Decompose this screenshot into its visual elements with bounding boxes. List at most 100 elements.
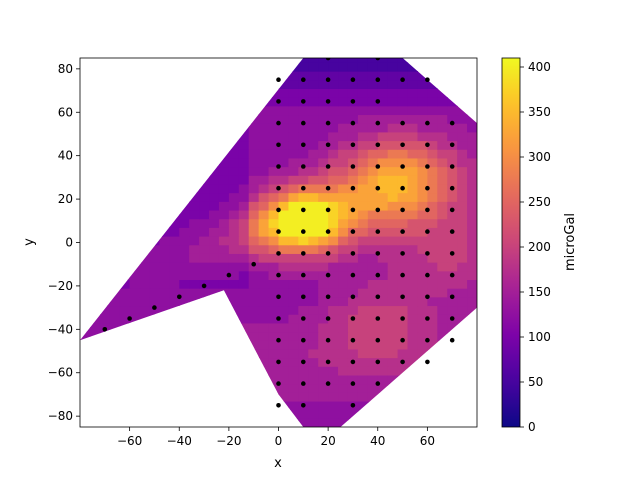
contour-cell (357, 374, 369, 385)
contour-cell (238, 114, 250, 124)
contour-cell (149, 97, 160, 107)
contour-cell (298, 149, 309, 159)
contour-cell (268, 357, 280, 367)
contour-cell (139, 418, 151, 427)
contour-cell (228, 409, 240, 419)
contour-cell (377, 140, 389, 150)
contour-cell (338, 400, 349, 411)
contour-cell (278, 305, 290, 315)
contour-cell (228, 288, 240, 298)
contour-cell (218, 114, 230, 124)
contour-cell (209, 322, 220, 333)
station-point (375, 359, 381, 365)
contour-cell (199, 192, 210, 202)
contour-cell (427, 418, 438, 427)
contour-cell (159, 131, 170, 142)
contour-cell (209, 71, 220, 81)
contour-cell (457, 201, 468, 211)
station-point (400, 207, 405, 213)
contour-cell (397, 340, 409, 350)
contour-cell (387, 409, 399, 419)
contour-cell (308, 296, 319, 307)
contour-cell (238, 97, 250, 107)
contour-cell (467, 366, 477, 376)
contour-cell (228, 340, 240, 350)
contour-cell (248, 383, 260, 393)
contour-cell (278, 279, 290, 289)
contour-cell (189, 305, 200, 315)
contour-cell (377, 348, 389, 359)
station-point (375, 294, 381, 300)
contour-cell (298, 157, 309, 168)
contour-cell (308, 79, 319, 89)
contour-cell (447, 383, 458, 393)
contour-cell (129, 331, 141, 341)
contour-cell (338, 79, 349, 89)
contour-cell (159, 383, 170, 393)
x-tick-label: 0 (275, 434, 283, 448)
contour-cell (159, 340, 170, 350)
contour-cell (248, 79, 260, 89)
contour-cell (189, 331, 200, 341)
contour-cell (427, 114, 438, 124)
contour-cell (467, 270, 477, 280)
contour-cell (129, 366, 141, 376)
contour-cell (367, 357, 379, 367)
contour-cell (328, 58, 339, 63)
contour-cell (80, 88, 91, 98)
station-point (375, 229, 381, 234)
contour-cell (288, 192, 299, 202)
contour-cell (109, 209, 121, 220)
contour-cell (467, 183, 477, 194)
station-point (425, 164, 430, 169)
contour-cell (437, 131, 448, 142)
contour-cell (258, 253, 270, 263)
contour-cell (129, 201, 141, 211)
contour-cell (248, 288, 260, 298)
x-tick-label: −20 (216, 434, 241, 448)
contour-cell (338, 114, 349, 124)
contour-cell (169, 270, 180, 280)
contour-cell (258, 374, 270, 385)
contour-cell (129, 157, 141, 168)
station-point (276, 272, 281, 278)
contour-cell (89, 400, 101, 411)
contour-cell (338, 331, 349, 341)
station-point (350, 337, 356, 343)
contour-cell (328, 340, 339, 350)
contour-cell (149, 227, 160, 237)
contour-cell (80, 392, 91, 402)
contour-cell (209, 175, 220, 185)
station-point (350, 207, 356, 213)
contour-cell (218, 374, 230, 385)
contour-cell (338, 123, 349, 133)
contour-cell (417, 409, 428, 419)
contour-cell (99, 114, 111, 124)
contour-cell (189, 253, 200, 263)
contour-cell (199, 149, 210, 159)
contour-cell (377, 114, 389, 124)
contour-cell (308, 348, 319, 359)
contour-cell (228, 235, 240, 246)
contour-cell (318, 348, 329, 359)
contour-cell (149, 400, 160, 411)
contour-cell (179, 88, 190, 98)
contour-cell (129, 314, 141, 324)
contour-cell (377, 244, 389, 254)
contour-cell (159, 235, 170, 246)
contour-cell (109, 322, 121, 333)
contour-cell (298, 123, 309, 133)
contour-cell (89, 209, 101, 220)
contour-cell (308, 227, 319, 237)
contour-cell (139, 114, 151, 124)
contour-cell (328, 140, 339, 150)
contour-cell (199, 244, 210, 254)
contour-cell (109, 79, 121, 89)
contour-cell (258, 105, 270, 116)
contour-cell (248, 374, 260, 385)
contour-cell (397, 366, 409, 376)
contour-cell (228, 418, 240, 427)
contour-cell (437, 279, 448, 289)
contour-cell (248, 331, 260, 341)
contour-cell (80, 201, 91, 211)
